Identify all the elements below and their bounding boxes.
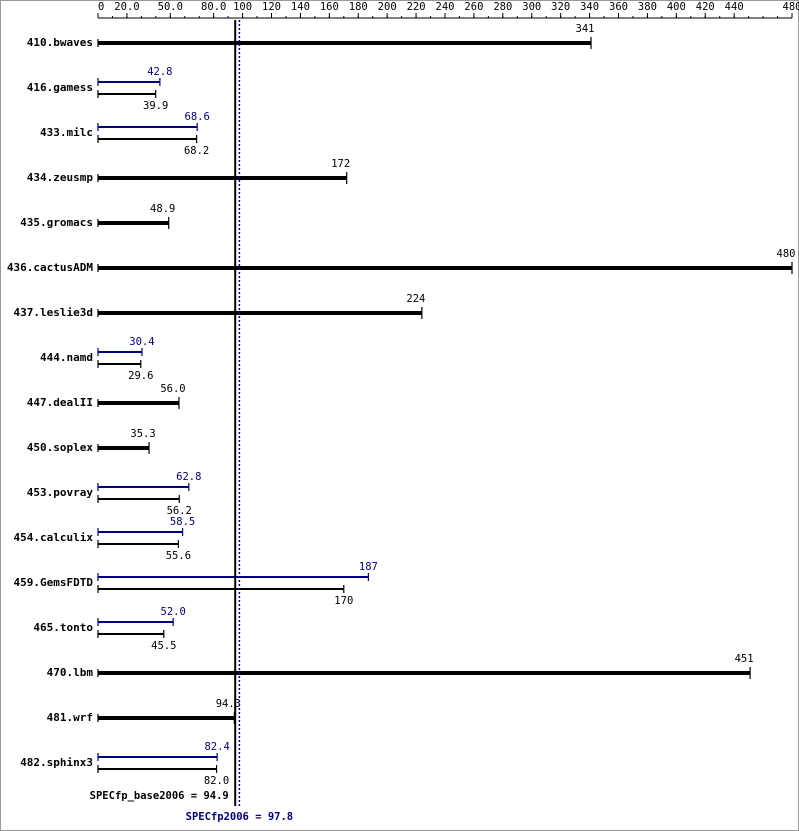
value-label: 172 bbox=[331, 158, 350, 170]
category-label: 450.soplex bbox=[27, 441, 94, 454]
value-label: 39.9 bbox=[143, 100, 168, 112]
x-tick-label: 160 bbox=[320, 1, 339, 13]
value-label: 56.0 bbox=[160, 383, 185, 395]
value-label: 82.4 bbox=[204, 741, 229, 753]
x-tick-label: 320 bbox=[551, 1, 570, 13]
category-label: 454.calculix bbox=[14, 531, 94, 544]
value-label: 30.4 bbox=[129, 336, 154, 348]
x-tick-label: 50.0 bbox=[158, 1, 183, 13]
reference-label: SPECfp2006 = 97.8 bbox=[186, 811, 293, 823]
value-label: 170 bbox=[334, 595, 353, 607]
value-label: 68.2 bbox=[184, 145, 209, 157]
value-label: 35.3 bbox=[130, 428, 155, 440]
x-tick-label: 400 bbox=[667, 1, 686, 13]
x-tick-label: 380 bbox=[638, 1, 657, 13]
value-label: 68.6 bbox=[185, 111, 210, 123]
value-label: 48.9 bbox=[150, 203, 175, 215]
value-label: 94.3 bbox=[216, 698, 241, 710]
category-label: 453.povray bbox=[27, 486, 94, 499]
x-tick-label: 100 bbox=[233, 1, 252, 13]
value-label: 52.0 bbox=[161, 606, 186, 618]
category-label: 436.cactusADM bbox=[7, 261, 93, 274]
category-label: 433.milc bbox=[40, 126, 93, 139]
category-label: 435.gromacs bbox=[20, 216, 93, 229]
value-label: 82.0 bbox=[204, 775, 229, 787]
x-tick-label: 440 bbox=[725, 1, 744, 13]
x-tick-label: 300 bbox=[522, 1, 541, 13]
value-label: 55.6 bbox=[166, 550, 191, 562]
value-label: 42.8 bbox=[147, 66, 172, 78]
category-label: 482.sphinx3 bbox=[20, 756, 93, 769]
category-label: 410.bwaves bbox=[27, 36, 93, 49]
value-label: 29.6 bbox=[128, 370, 153, 382]
value-label: 58.5 bbox=[170, 516, 195, 528]
value-label: 224 bbox=[406, 293, 425, 305]
x-tick-label: 220 bbox=[407, 1, 426, 13]
x-tick-label: 340 bbox=[580, 1, 599, 13]
category-label: 447.dealII bbox=[27, 396, 93, 409]
category-label: 465.tonto bbox=[33, 621, 93, 634]
value-label: 62.8 bbox=[176, 471, 201, 483]
x-tick-label: 80.0 bbox=[201, 1, 226, 13]
category-label: 459.GemsFDTD bbox=[14, 576, 94, 589]
value-label: 480 bbox=[777, 248, 796, 260]
x-tick-label: 480 bbox=[783, 1, 799, 13]
reference-label: SPECfp_base2006 = 94.9 bbox=[90, 790, 229, 802]
value-label: 45.5 bbox=[151, 640, 176, 652]
value-label: 187 bbox=[359, 561, 378, 573]
x-tick-label: 200 bbox=[378, 1, 397, 13]
value-label: 451 bbox=[735, 653, 754, 665]
category-label: 416.gamess bbox=[27, 81, 93, 94]
value-label: 341 bbox=[576, 23, 595, 35]
value-label: 56.2 bbox=[167, 505, 192, 517]
x-tick-label: 0 bbox=[98, 1, 104, 13]
x-tick-label: 20.0 bbox=[114, 1, 139, 13]
category-label: 434.zeusmp bbox=[27, 171, 94, 184]
x-tick-label: 360 bbox=[609, 1, 628, 13]
x-tick-label: 140 bbox=[291, 1, 310, 13]
x-tick-label: 280 bbox=[493, 1, 512, 13]
x-tick-label: 260 bbox=[464, 1, 483, 13]
x-tick-label: 180 bbox=[349, 1, 368, 13]
category-label: 470.lbm bbox=[47, 666, 94, 679]
category-label: 481.wrf bbox=[47, 711, 93, 724]
category-label: 437.leslie3d bbox=[14, 306, 93, 319]
x-tick-label: 120 bbox=[262, 1, 281, 13]
x-tick-label: 420 bbox=[696, 1, 715, 13]
x-tick-label: 240 bbox=[436, 1, 455, 13]
category-label: 444.namd bbox=[40, 351, 93, 364]
